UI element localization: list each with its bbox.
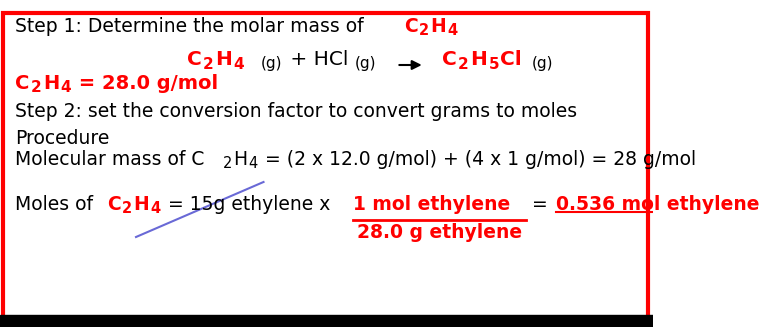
Text: 2: 2 <box>122 201 132 216</box>
Text: 4: 4 <box>61 80 71 95</box>
Text: C: C <box>108 195 121 214</box>
Text: (g): (g) <box>355 56 376 71</box>
Text: Cl: Cl <box>500 50 521 69</box>
Text: Step 2: set the conversion factor to convert grams to moles: Step 2: set the conversion factor to con… <box>15 102 578 121</box>
Text: 4: 4 <box>151 201 161 216</box>
Text: 2: 2 <box>419 23 429 38</box>
Text: (g): (g) <box>531 56 553 71</box>
Text: 0.536 mol ethylene: 0.536 mol ethylene <box>556 195 760 214</box>
FancyBboxPatch shape <box>3 13 647 323</box>
Text: 4: 4 <box>233 57 244 72</box>
Text: (g): (g) <box>260 56 282 71</box>
Text: C: C <box>404 17 418 36</box>
Text: 28.0 g ethylene: 28.0 g ethylene <box>356 223 521 242</box>
Text: C: C <box>187 50 202 69</box>
Text: 4: 4 <box>249 156 258 171</box>
Text: 2: 2 <box>458 57 468 72</box>
Text: C: C <box>15 74 30 93</box>
Bar <box>0 315 653 327</box>
Text: = (2 x 12.0 g/mol) + (4 x 1 g/mol) = 28 g/mol: = (2 x 12.0 g/mol) + (4 x 1 g/mol) = 28 … <box>259 150 696 169</box>
Text: H: H <box>134 195 149 214</box>
Text: H: H <box>215 50 232 69</box>
Text: 1 mol ethylene: 1 mol ethylene <box>353 195 510 214</box>
Text: = 15g ethylene x: = 15g ethylene x <box>162 195 336 214</box>
Text: H: H <box>430 17 446 36</box>
Text: 5: 5 <box>488 57 499 72</box>
Text: 2: 2 <box>31 80 41 95</box>
Text: H: H <box>233 150 247 169</box>
Text: = 28.0 g/mol: = 28.0 g/mol <box>72 74 218 93</box>
Text: =: = <box>525 195 553 214</box>
Text: 2: 2 <box>223 156 233 171</box>
Text: 4: 4 <box>448 23 458 38</box>
Text: Molecular mass of C: Molecular mass of C <box>15 150 205 169</box>
Text: C: C <box>442 50 457 69</box>
Text: Moles of: Moles of <box>8 195 98 214</box>
Text: H: H <box>470 50 487 69</box>
Text: Step 1: Determine the molar mass of: Step 1: Determine the molar mass of <box>15 17 370 36</box>
Text: + HCl: + HCl <box>284 50 349 69</box>
Text: Procedure: Procedure <box>15 129 110 148</box>
Text: 2: 2 <box>204 57 214 72</box>
Text: H: H <box>43 74 59 93</box>
